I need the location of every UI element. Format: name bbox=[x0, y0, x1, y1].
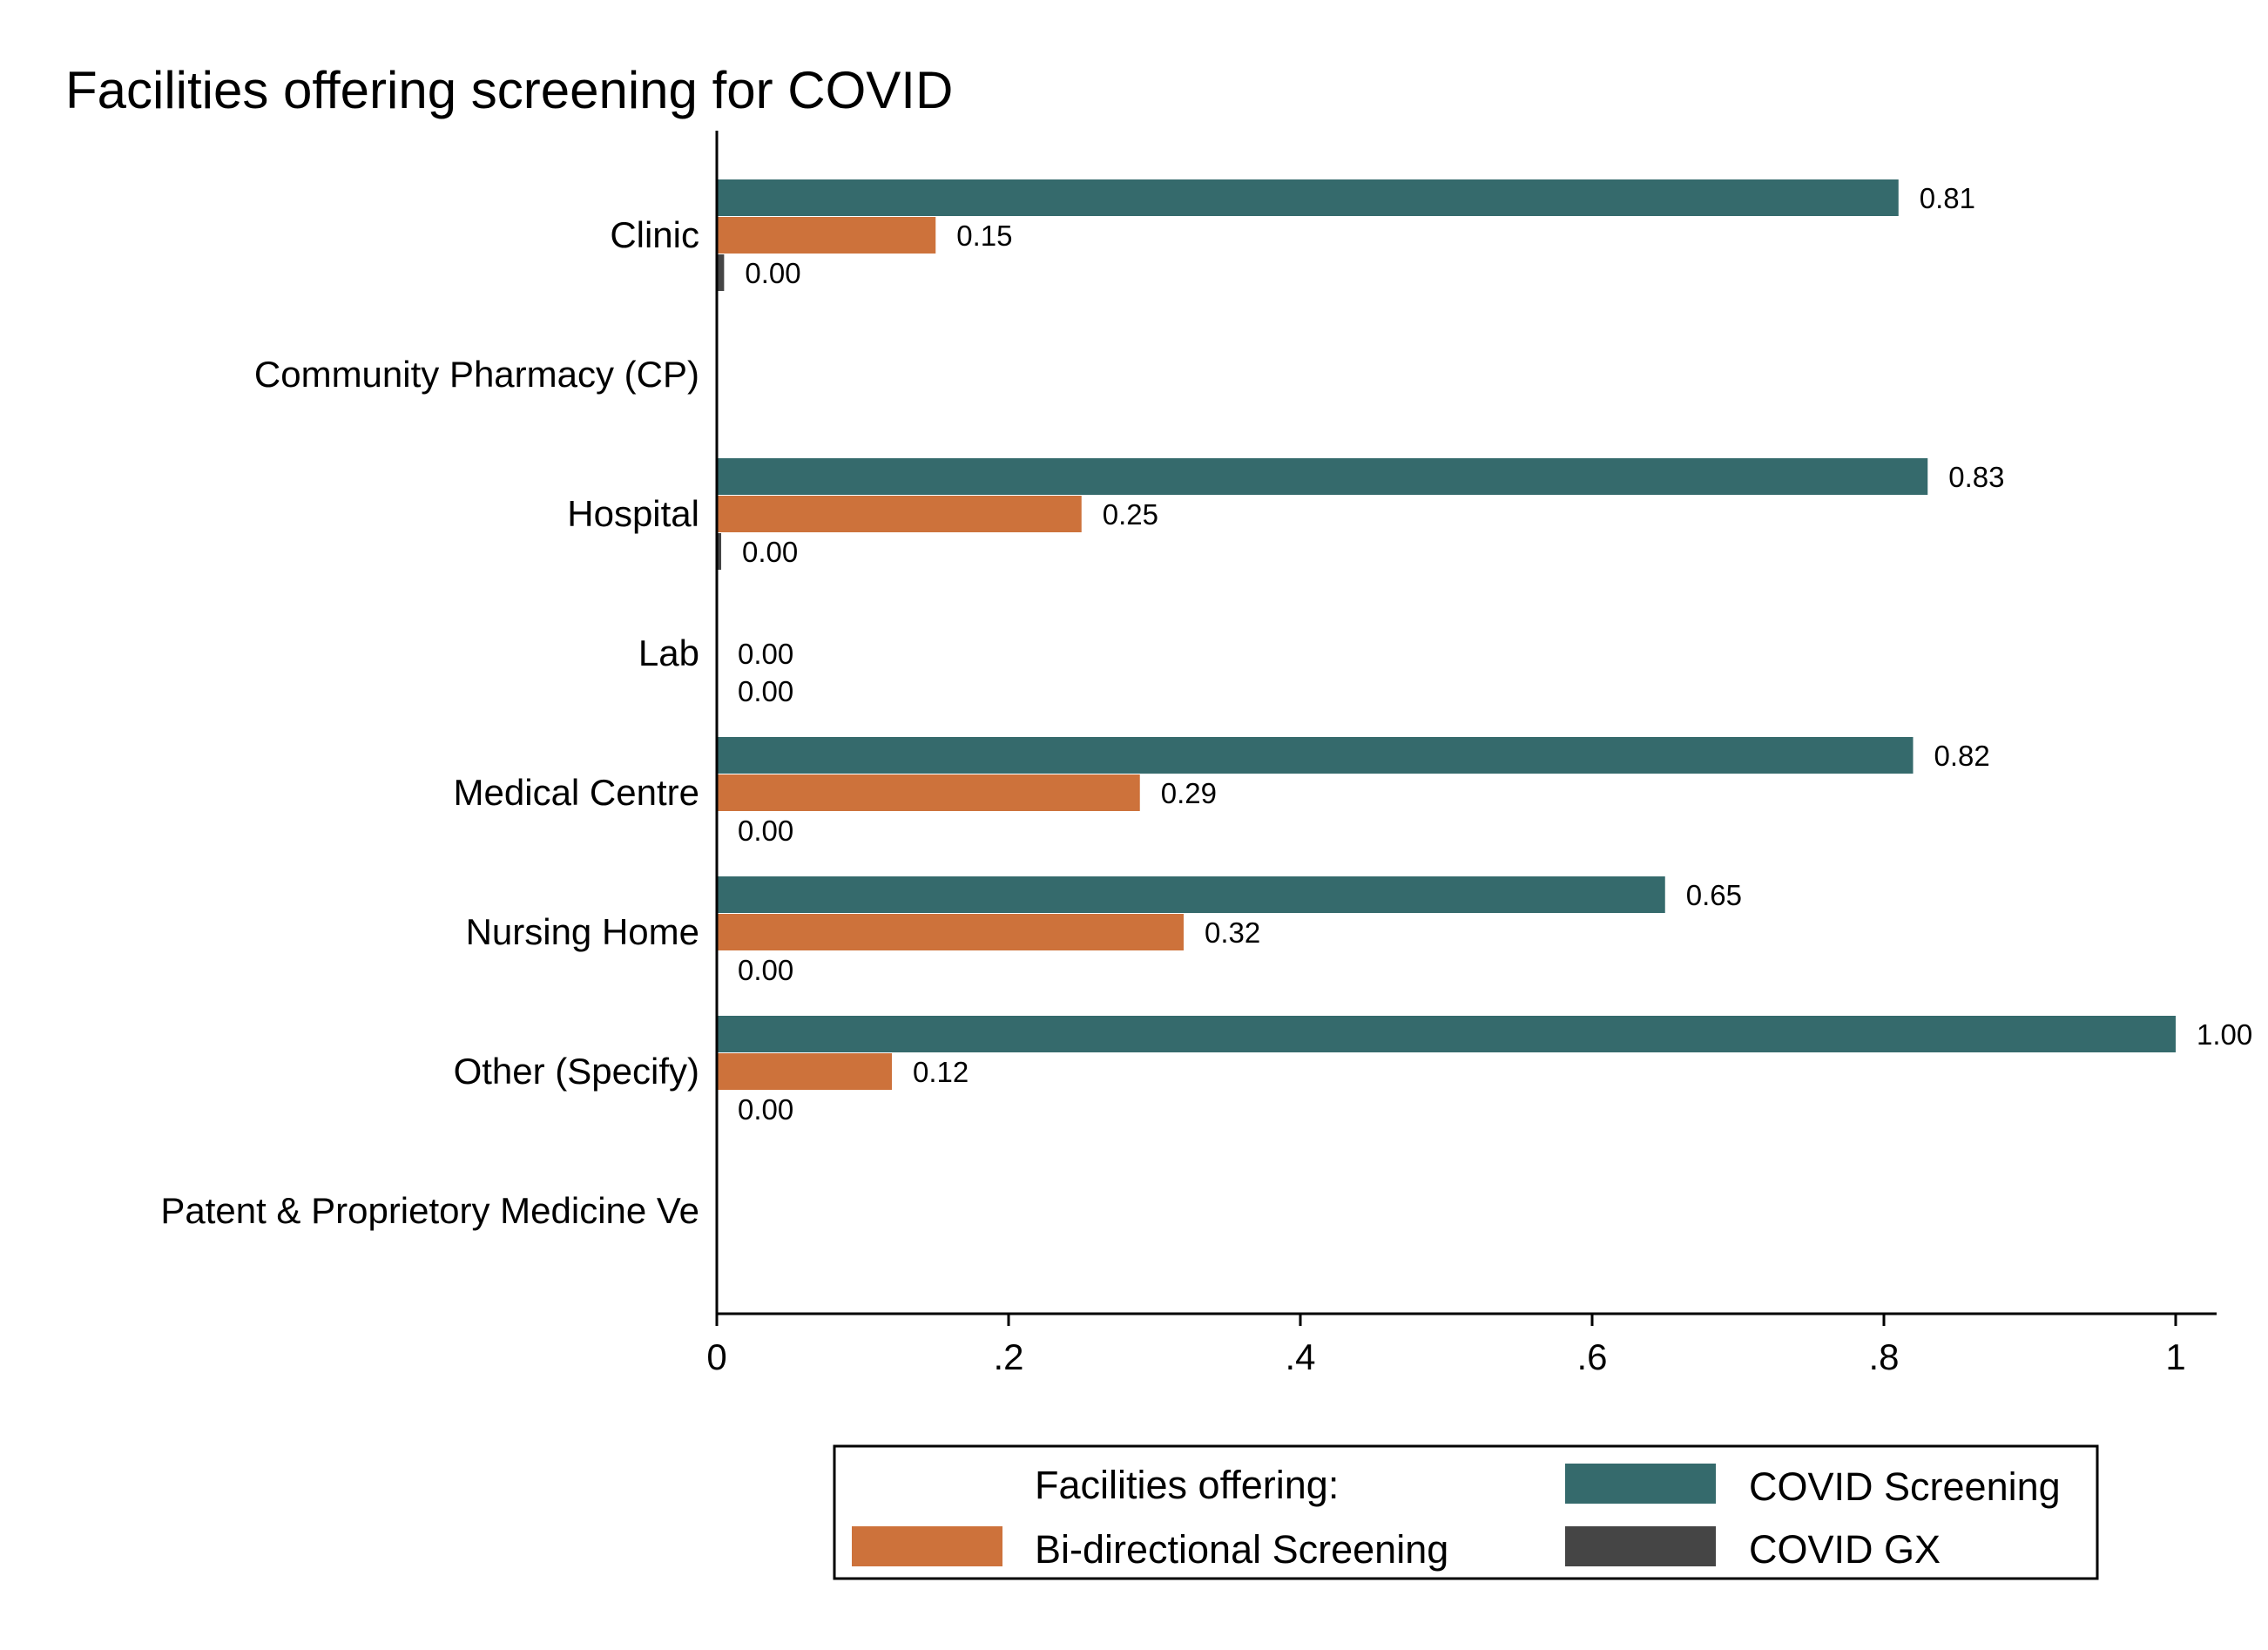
legend-label-covid-screening: COVID Screening bbox=[1749, 1464, 2061, 1509]
value-label-bi-directional-screening-nursing-home: 0.32 bbox=[1205, 916, 1260, 949]
bar-bi-directional-screening-nursing-home bbox=[717, 914, 1184, 950]
legend-swatch-covid-screening bbox=[1565, 1464, 1716, 1504]
chart-title: Facilities offering screening for COVID bbox=[65, 61, 953, 119]
bar-bi-directional-screening-hospital bbox=[717, 496, 1082, 532]
category-label-patent-proprietory-medicine-ve: Patent & Proprietory Medicine Ve bbox=[160, 1190, 699, 1231]
value-label-covid-gx-medical-centre: 0.00 bbox=[738, 815, 793, 847]
x-tick-label-2: .4 bbox=[1285, 1336, 1315, 1377]
legend-label-bi-directional-screening: Bi-directional Screening bbox=[1035, 1527, 1448, 1572]
bar-covid-screening-nursing-home bbox=[717, 876, 1665, 913]
bar-covid-screening-other-specify bbox=[717, 1016, 2176, 1052]
value-label-covid-gx-nursing-home: 0.00 bbox=[738, 954, 793, 986]
category-label-lab: Lab bbox=[638, 632, 699, 673]
x-tick-label-5: 1 bbox=[2165, 1336, 2185, 1377]
bar-covid-gx-clinic bbox=[717, 254, 725, 291]
value-label-covid-gx-other-specify: 0.00 bbox=[738, 1093, 793, 1126]
category-label-community-pharmacy-cp: Community Pharmacy (CP) bbox=[254, 354, 699, 395]
category-label-other-specify: Other (Specify) bbox=[454, 1051, 699, 1092]
category-label-clinic: Clinic bbox=[610, 214, 699, 255]
legend-label-covid-gx: COVID GX bbox=[1749, 1527, 1941, 1572]
bar-bi-directional-screening-medical-centre bbox=[717, 774, 1140, 811]
legend-swatch-covid-gx bbox=[1565, 1526, 1716, 1566]
value-label-covid-screening-other-specify: 1.00 bbox=[2197, 1018, 2252, 1051]
bar-covid-screening-clinic bbox=[717, 179, 1899, 216]
value-label-bi-directional-screening-lab: 0.00 bbox=[738, 638, 793, 670]
value-label-covid-screening-clinic: 0.81 bbox=[1920, 182, 1975, 214]
legend: Facilities offering: COVID Screening Bi-d… bbox=[833, 1444, 2099, 1580]
value-label-bi-directional-screening-hospital: 0.25 bbox=[1103, 498, 1158, 531]
value-label-covid-gx-hospital: 0.00 bbox=[742, 536, 798, 568]
value-label-bi-directional-screening-other-specify: 0.12 bbox=[913, 1056, 969, 1088]
bar-bi-directional-screening-other-specify bbox=[717, 1053, 892, 1090]
bar-covid-gx-hospital bbox=[717, 533, 722, 570]
bar-bi-directional-screening-clinic bbox=[717, 217, 936, 254]
value-label-covid-screening-hospital: 0.83 bbox=[1948, 461, 2004, 493]
legend-swatch-bi-directional-screening bbox=[852, 1526, 1002, 1566]
value-labels-layer: 0.81 0.83 0.82 0.65 1.00 0.15 0.25 0.00 0.29 0.32… bbox=[738, 182, 2252, 1126]
category-label-medical-centre: Medical Centre bbox=[454, 772, 699, 813]
x-tick-label-3: .6 bbox=[1576, 1336, 1607, 1377]
axes: Clinic Community Pharmacy (CP) Hospital Lab… bbox=[160, 131, 2217, 1377]
x-tick-label-0: 0 bbox=[706, 1336, 726, 1377]
legend-frame bbox=[833, 1444, 2099, 1580]
category-label-nursing-home: Nursing Home bbox=[466, 911, 699, 952]
bars-layer bbox=[717, 179, 2176, 1090]
bar-covid-screening-hospital bbox=[717, 458, 1928, 495]
value-label-bi-directional-screening-clinic: 0.15 bbox=[956, 220, 1012, 252]
legend-title: Facilities offering: bbox=[1035, 1463, 1339, 1507]
category-label-hospital: Hospital bbox=[567, 493, 699, 534]
x-tick-label-1: .2 bbox=[993, 1336, 1023, 1377]
x-tick-label-4: .8 bbox=[1868, 1336, 1899, 1377]
bar-covid-screening-medical-centre bbox=[717, 737, 1914, 774]
value-label-covid-screening-nursing-home: 0.65 bbox=[1686, 879, 1742, 911]
value-label-bi-directional-screening-medical-centre: 0.29 bbox=[1161, 777, 1217, 809]
value-label-covid-gx-clinic: 0.00 bbox=[745, 257, 800, 289]
value-label-covid-screening-medical-centre: 0.82 bbox=[1934, 740, 1990, 772]
value-label-covid-gx-lab: 0.00 bbox=[738, 675, 793, 707]
